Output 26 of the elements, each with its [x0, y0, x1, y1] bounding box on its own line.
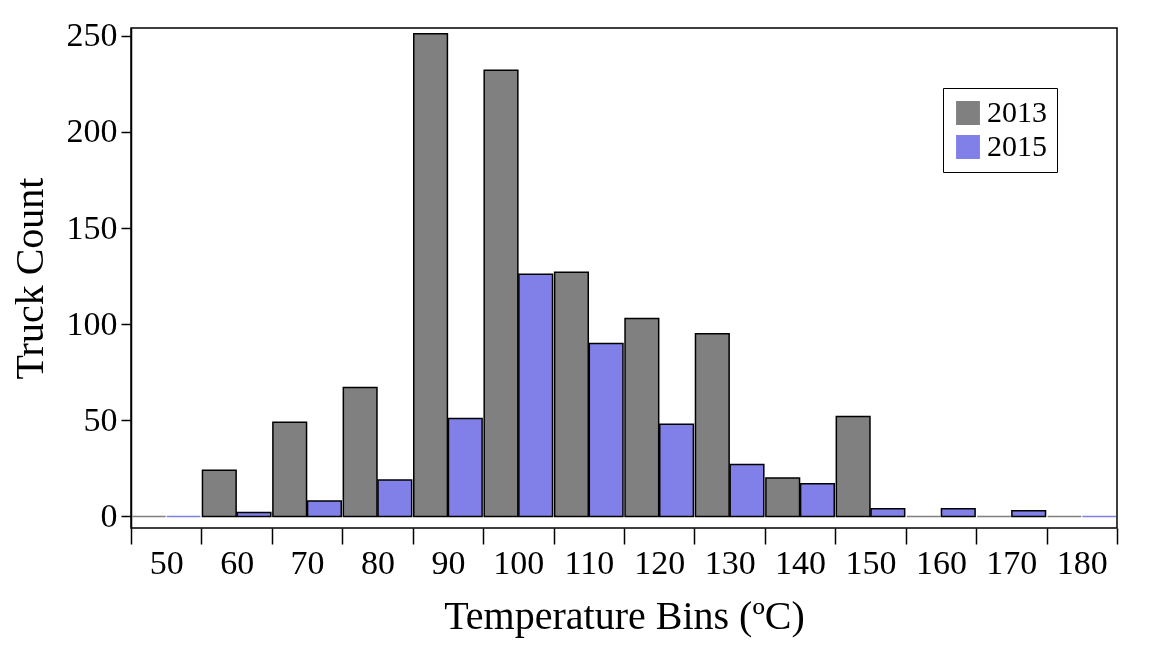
- bar: [940, 508, 976, 518]
- x-tick-label: 80: [361, 543, 395, 581]
- x-tick-label: 140: [775, 543, 827, 581]
- x-tick-label: 60: [220, 543, 255, 581]
- x-tick-label: 50: [149, 543, 184, 581]
- legend-label: 2015: [987, 129, 1047, 162]
- x-tick-label: 100: [493, 543, 545, 581]
- y-axis-title: Truck Count: [6, 177, 52, 380]
- y-tick-label: 150: [66, 208, 118, 246]
- y-tick-label: 50: [83, 400, 118, 438]
- x-tick-label: 150: [845, 543, 897, 581]
- y-tick-label: 200: [66, 112, 118, 150]
- y-tick-label: 0: [100, 496, 118, 534]
- x-tick-label: 90: [431, 543, 466, 581]
- x-tick-label: 160: [915, 543, 967, 581]
- y-tick-label: 100: [66, 304, 118, 342]
- x-tick-label: 130: [704, 543, 756, 581]
- x-tick-label: 110: [564, 543, 615, 581]
- x-tick-label: 120: [634, 543, 686, 581]
- x-tick-label: 70: [290, 543, 325, 581]
- bar: [1011, 509, 1047, 518]
- x-tick-label: 170: [986, 543, 1038, 581]
- x-tick-label: 180: [1056, 543, 1108, 581]
- x-axis-title: Temperature Bins (ºC): [444, 592, 805, 638]
- y-tick-label: 250: [66, 16, 118, 54]
- legend-label: 2013: [987, 95, 1047, 128]
